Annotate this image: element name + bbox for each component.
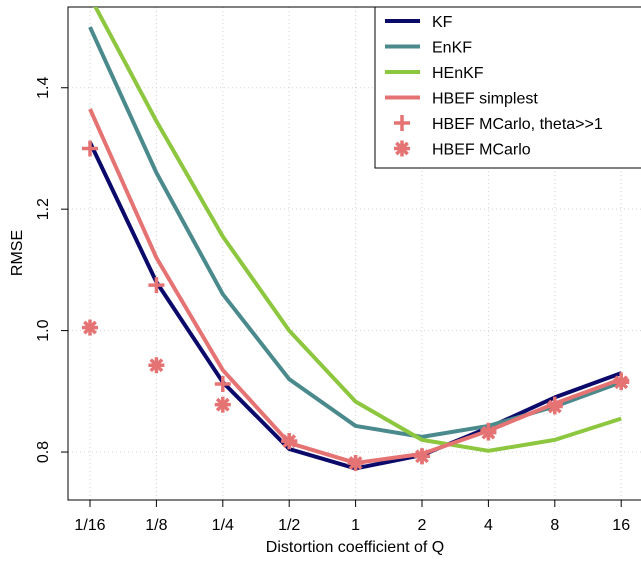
x-tick-label: 1/16 (74, 517, 105, 534)
asterisk-stroke (481, 425, 496, 440)
asterisk-marker (394, 140, 410, 157)
asterisk-stroke (348, 456, 363, 470)
asterisk-marker (480, 424, 497, 441)
x-tick-label: 1/8 (145, 517, 167, 534)
x-tick-label: 2 (418, 517, 427, 534)
plus-marker (214, 376, 231, 393)
asterisk-marker (546, 398, 563, 415)
legend-label: HBEF MCarlo, theta>>1 (432, 116, 603, 133)
legend-label: KF (432, 14, 453, 31)
asterisk-stroke (395, 141, 409, 156)
legend-label: HEnKF (432, 65, 484, 82)
plus-marker (148, 277, 165, 294)
y-tick-label: 1.0 (35, 319, 52, 341)
x-tick-label: 4 (484, 517, 493, 534)
x-tick-label: 1/4 (212, 517, 234, 534)
legend: KF EnKF HEnKF HBEF simplest HBEF MCarlo, the… (374, 6, 641, 169)
asterisk-marker (281, 433, 298, 450)
legend-label: HBEF MCarlo (432, 142, 531, 159)
plus-marker (394, 115, 410, 131)
x-axis-label: Distortion coefficient of Q (266, 539, 444, 556)
asterisk-marker (214, 396, 231, 413)
axes-box (67, 6, 641, 501)
x-tick-label: 8 (550, 517, 559, 534)
asterisk-stroke (282, 434, 297, 449)
asterisk-marker (347, 454, 364, 471)
asterisk-stroke (614, 375, 629, 390)
asterisk-stroke (83, 320, 97, 335)
asterisk-stroke (149, 358, 164, 373)
asterisk-marker (414, 448, 430, 465)
plot-area (82, 7, 630, 471)
legend-box (374, 6, 641, 169)
asterisk-stroke (547, 399, 562, 414)
asterisk-marker (613, 374, 630, 391)
y-tick-label: 1.4 (35, 77, 52, 99)
x-tick-label: 16 (612, 517, 630, 534)
plus-marker (82, 140, 98, 157)
series-line (93, 7, 622, 453)
asterisk-marker (148, 357, 165, 374)
x-tick-label: 1/2 (278, 517, 300, 534)
asterisk-marker (82, 319, 98, 336)
x-tick-label: 1 (351, 517, 360, 534)
y-axis-label: RMSE (9, 230, 26, 276)
asterisk-stroke (215, 397, 230, 412)
legend-label: EnKF (432, 40, 472, 57)
legend-label: HBEF simplest (432, 91, 538, 108)
asterisk-stroke (415, 449, 429, 464)
y-tick-label: 0.8 (35, 441, 52, 463)
y-tick-label: 1.2 (35, 198, 52, 220)
